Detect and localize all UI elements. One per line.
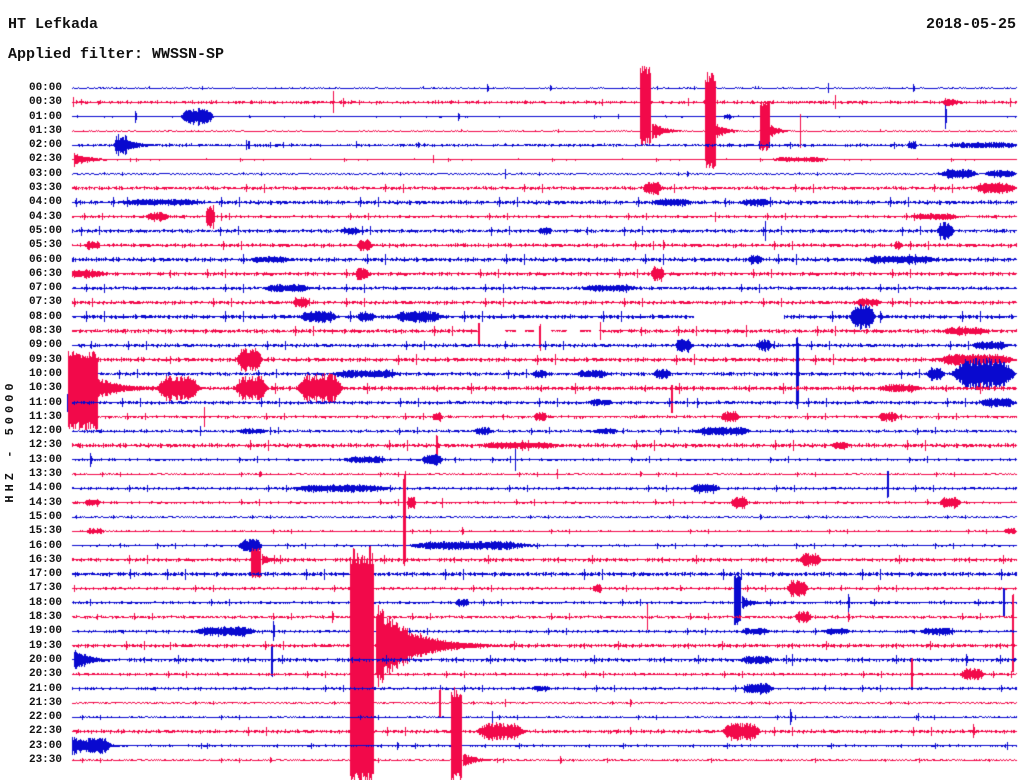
time-label: 04:30: [28, 211, 62, 223]
time-label: 10:00: [28, 368, 62, 380]
time-label: 11:00: [28, 397, 62, 409]
time-label: 09:00: [28, 339, 62, 351]
time-label: 16:00: [28, 540, 62, 552]
time-label: 07:30: [28, 296, 62, 308]
time-label: 05:30: [28, 239, 62, 251]
time-label: 01:00: [28, 111, 62, 123]
time-label: 15:30: [28, 525, 62, 537]
time-label: 06:00: [28, 254, 62, 266]
time-label: 17:00: [28, 568, 62, 580]
time-label: 13:30: [28, 468, 62, 480]
time-label: 10:30: [28, 382, 62, 394]
time-label: 15:00: [28, 511, 62, 523]
time-label: 08:00: [28, 311, 62, 323]
time-label: 23:30: [28, 754, 62, 766]
time-label: 21:00: [28, 683, 62, 695]
time-label: 12:00: [28, 425, 62, 437]
time-label: 22:00: [28, 711, 62, 723]
time-label: 19:30: [28, 640, 62, 652]
time-label: 12:30: [28, 439, 62, 451]
time-label: 20:30: [28, 668, 62, 680]
time-label: 13:00: [28, 454, 62, 466]
time-label: 04:00: [28, 196, 62, 208]
time-label: 14:00: [28, 482, 62, 494]
time-label: 05:00: [28, 225, 62, 237]
time-label: 02:00: [28, 139, 62, 151]
time-label: 17:30: [28, 582, 62, 594]
time-label: 21:30: [28, 697, 62, 709]
time-label: 16:30: [28, 554, 62, 566]
time-label: 09:30: [28, 354, 62, 366]
time-label: 03:00: [28, 168, 62, 180]
time-label: 18:30: [28, 611, 62, 623]
time-label: 11:30: [28, 411, 62, 423]
time-label: 23:00: [28, 740, 62, 752]
filter-label: Applied filter: WWSSN-SP: [8, 46, 225, 63]
time-label: 19:00: [28, 625, 62, 637]
time-label: 14:30: [28, 497, 62, 509]
time-label: 00:00: [28, 82, 62, 94]
time-label: 01:30: [28, 125, 62, 137]
time-label: 08:30: [28, 325, 62, 337]
time-label: 02:30: [28, 153, 62, 165]
time-label: 06:30: [28, 268, 62, 280]
time-label: 18:00: [28, 597, 62, 609]
time-label: 03:30: [28, 182, 62, 194]
time-label: 22:30: [28, 725, 62, 737]
date-label: 2018-05-25: [925, 16, 1016, 33]
time-label: 20:00: [28, 654, 62, 666]
time-label: 07:00: [28, 282, 62, 294]
time-label: 00:30: [28, 96, 62, 108]
station-title: HT Lefkada: [8, 16, 99, 33]
